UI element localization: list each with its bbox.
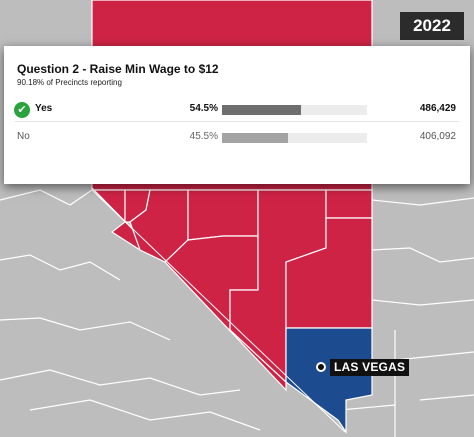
precincts-reporting: 90.18% of Precincts reporting <box>17 78 122 87</box>
check-circle-icon: ✔ <box>14 102 30 118</box>
county-churchill <box>187 189 259 241</box>
row-divider <box>15 121 459 122</box>
choice-percent: 45.5% <box>189 131 218 142</box>
result-bar-fill <box>222 105 302 115</box>
year-badge: 2022 <box>400 12 464 40</box>
question-title: Question 2 - Raise Min Wage to $12 <box>17 62 219 76</box>
choice-percent: 54.5% <box>189 103 218 114</box>
las-vegas-marker-icon <box>316 362 326 372</box>
choice-label: Yes <box>35 103 53 114</box>
result-bar <box>222 133 367 143</box>
county-white-pine <box>325 189 373 219</box>
choice-label: No <box>17 131 30 142</box>
county-clark <box>285 327 373 434</box>
choice-votes: 486,429 <box>419 103 456 114</box>
result-row-yes: ✔ Yes 54.5% 486,429 <box>4 98 470 122</box>
state-borders <box>0 189 474 437</box>
result-bar-fill <box>222 133 288 143</box>
las-vegas-label: LAS VEGAS <box>330 359 410 376</box>
map-shadow-line <box>91 189 346 433</box>
results-card: Question 2 - Raise Min Wage to $12 90.18… <box>4 46 470 184</box>
result-row-no: No 45.5% 406,092 <box>4 126 470 150</box>
choice-votes: 406,092 <box>419 131 456 142</box>
result-bar <box>222 105 367 115</box>
